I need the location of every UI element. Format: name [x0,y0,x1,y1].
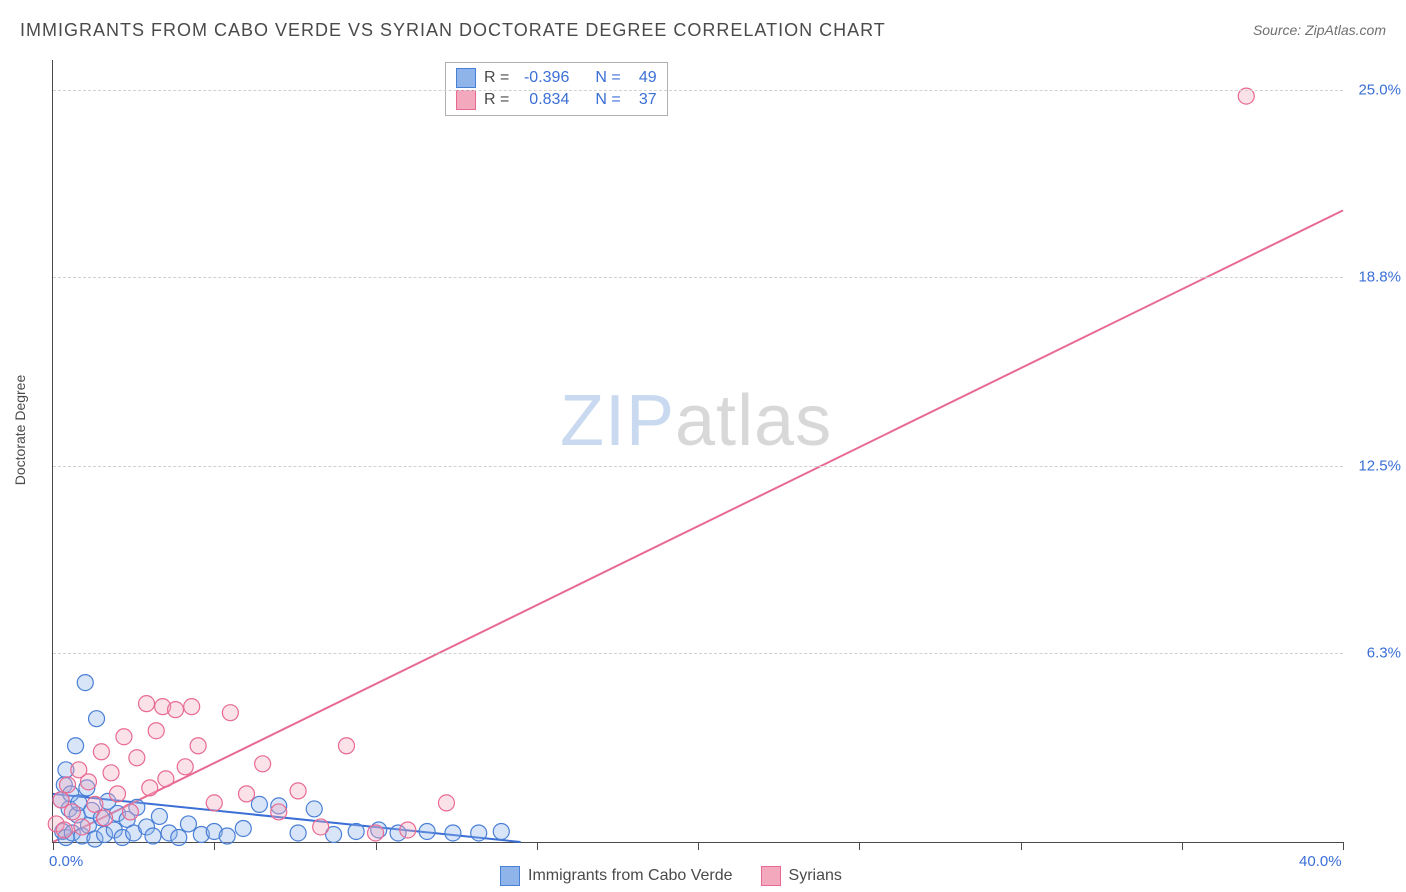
chart-svg [53,60,1343,842]
legend-item: Immigrants from Cabo Verde [500,866,733,886]
stats-row: R = 0.834 N = 37 [456,89,657,111]
x-tick [1182,842,1183,850]
legend-swatch [500,866,520,886]
stat-n-value: 49 [629,69,657,87]
stat-n-value: 37 [629,91,657,109]
legend-swatch [456,90,476,110]
stat-n-label: N = [595,91,620,109]
y-tick-label: 25.0% [1358,82,1401,99]
legend-label: Syrians [789,867,842,885]
stat-r-value: 0.834 [517,91,569,109]
x-tick [53,842,54,850]
x-tick [537,842,538,850]
legend-item: Syrians [761,866,842,886]
y-axis-label: Doctorate Degree [12,375,28,486]
x-tick [214,842,215,850]
x-tick [859,842,860,850]
legend-swatch [456,68,476,88]
y-tick-label: 18.8% [1358,268,1401,285]
chart-plot-area: R =-0.396N =49R =0.834N =37 6.3%12.5%18.… [52,60,1343,843]
stats-row: R = -0.396 N = 49 [456,67,657,89]
legend-label: Immigrants from Cabo Verde [528,867,733,885]
stats-legend-box: R = -0.396 N = 49 R = 0.834 N = 37 [445,62,668,116]
x-tick [1343,842,1344,850]
x-tick-label: 40.0% [1299,853,1342,870]
x-tick-label: 0.0% [49,853,83,870]
x-tick [698,842,699,850]
bottom-legend: Immigrants from Cabo Verde Syrians [500,866,842,886]
stat-r-value: -0.396 [517,69,569,87]
grid-line [53,90,1343,91]
chart-title: IMMIGRANTS FROM CABO VERDE VS SYRIAN DOC… [20,20,886,41]
source-credit: Source: ZipAtlas.com [1253,22,1386,38]
legend-swatch [761,866,781,886]
stat-r-label: R = [484,91,509,109]
grid-line [53,466,1343,467]
x-tick [376,842,377,850]
stat-n-label: N = [595,69,620,87]
stat-r-label: R = [484,69,509,87]
y-tick-label: 6.3% [1367,644,1401,661]
grid-line [53,277,1343,278]
x-tick [1021,842,1022,850]
y-tick-label: 12.5% [1358,458,1401,475]
grid-line [53,653,1343,654]
